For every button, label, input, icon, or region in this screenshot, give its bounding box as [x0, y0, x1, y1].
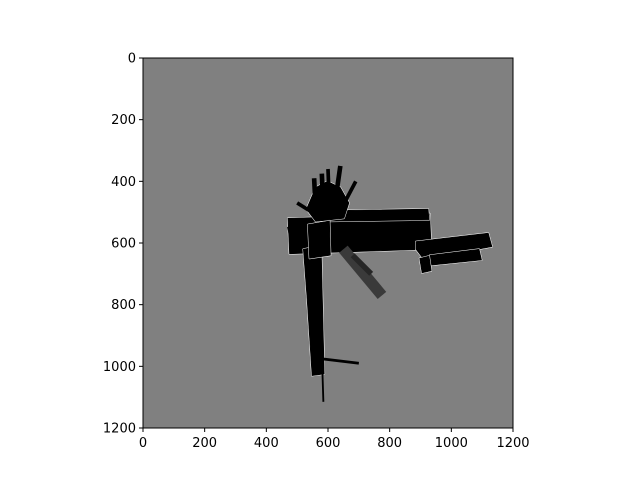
y-tick-label: 200	[111, 113, 136, 128]
diagonal-trace	[339, 245, 387, 299]
y-tick-label: 0	[128, 52, 136, 67]
vertical-corridor-upper	[307, 220, 331, 259]
y-tick-label: 600	[111, 237, 136, 252]
north-spike-5	[326, 168, 332, 211]
x-tick-label: 600	[316, 436, 341, 451]
y-tick-label: 800	[111, 298, 136, 313]
y-tick-label: 400	[111, 175, 136, 190]
x-tick-label: 800	[377, 436, 402, 451]
x-tick-label: 0	[139, 436, 147, 451]
east-room-extension	[429, 248, 482, 266]
north-spike-1	[311, 178, 318, 210]
x-axis: 0 200 400 600 800 1000 1200	[139, 428, 530, 451]
x-tick-label: 400	[254, 436, 279, 451]
east-small-block	[419, 255, 432, 274]
diagonal-trace-2	[350, 253, 374, 276]
x-tick-label: 200	[192, 436, 217, 451]
north-spike-4	[338, 180, 358, 212]
x-tick-label: 1000	[435, 436, 468, 451]
y-tick-label: 1200	[103, 422, 136, 437]
y-tick-label: 1000	[103, 360, 136, 375]
southeast-spur	[320, 357, 359, 365]
x-tick-label: 1200	[496, 436, 529, 451]
north-spike-3	[331, 165, 343, 210]
y-axis: 0 200 400 600 800 1000 1200	[103, 52, 143, 437]
south-tail	[321, 372, 325, 402]
west-stub	[287, 223, 308, 235]
occupancy-layer	[287, 165, 493, 402]
northwest-spike	[296, 201, 323, 220]
north-spike-2	[319, 173, 326, 210]
